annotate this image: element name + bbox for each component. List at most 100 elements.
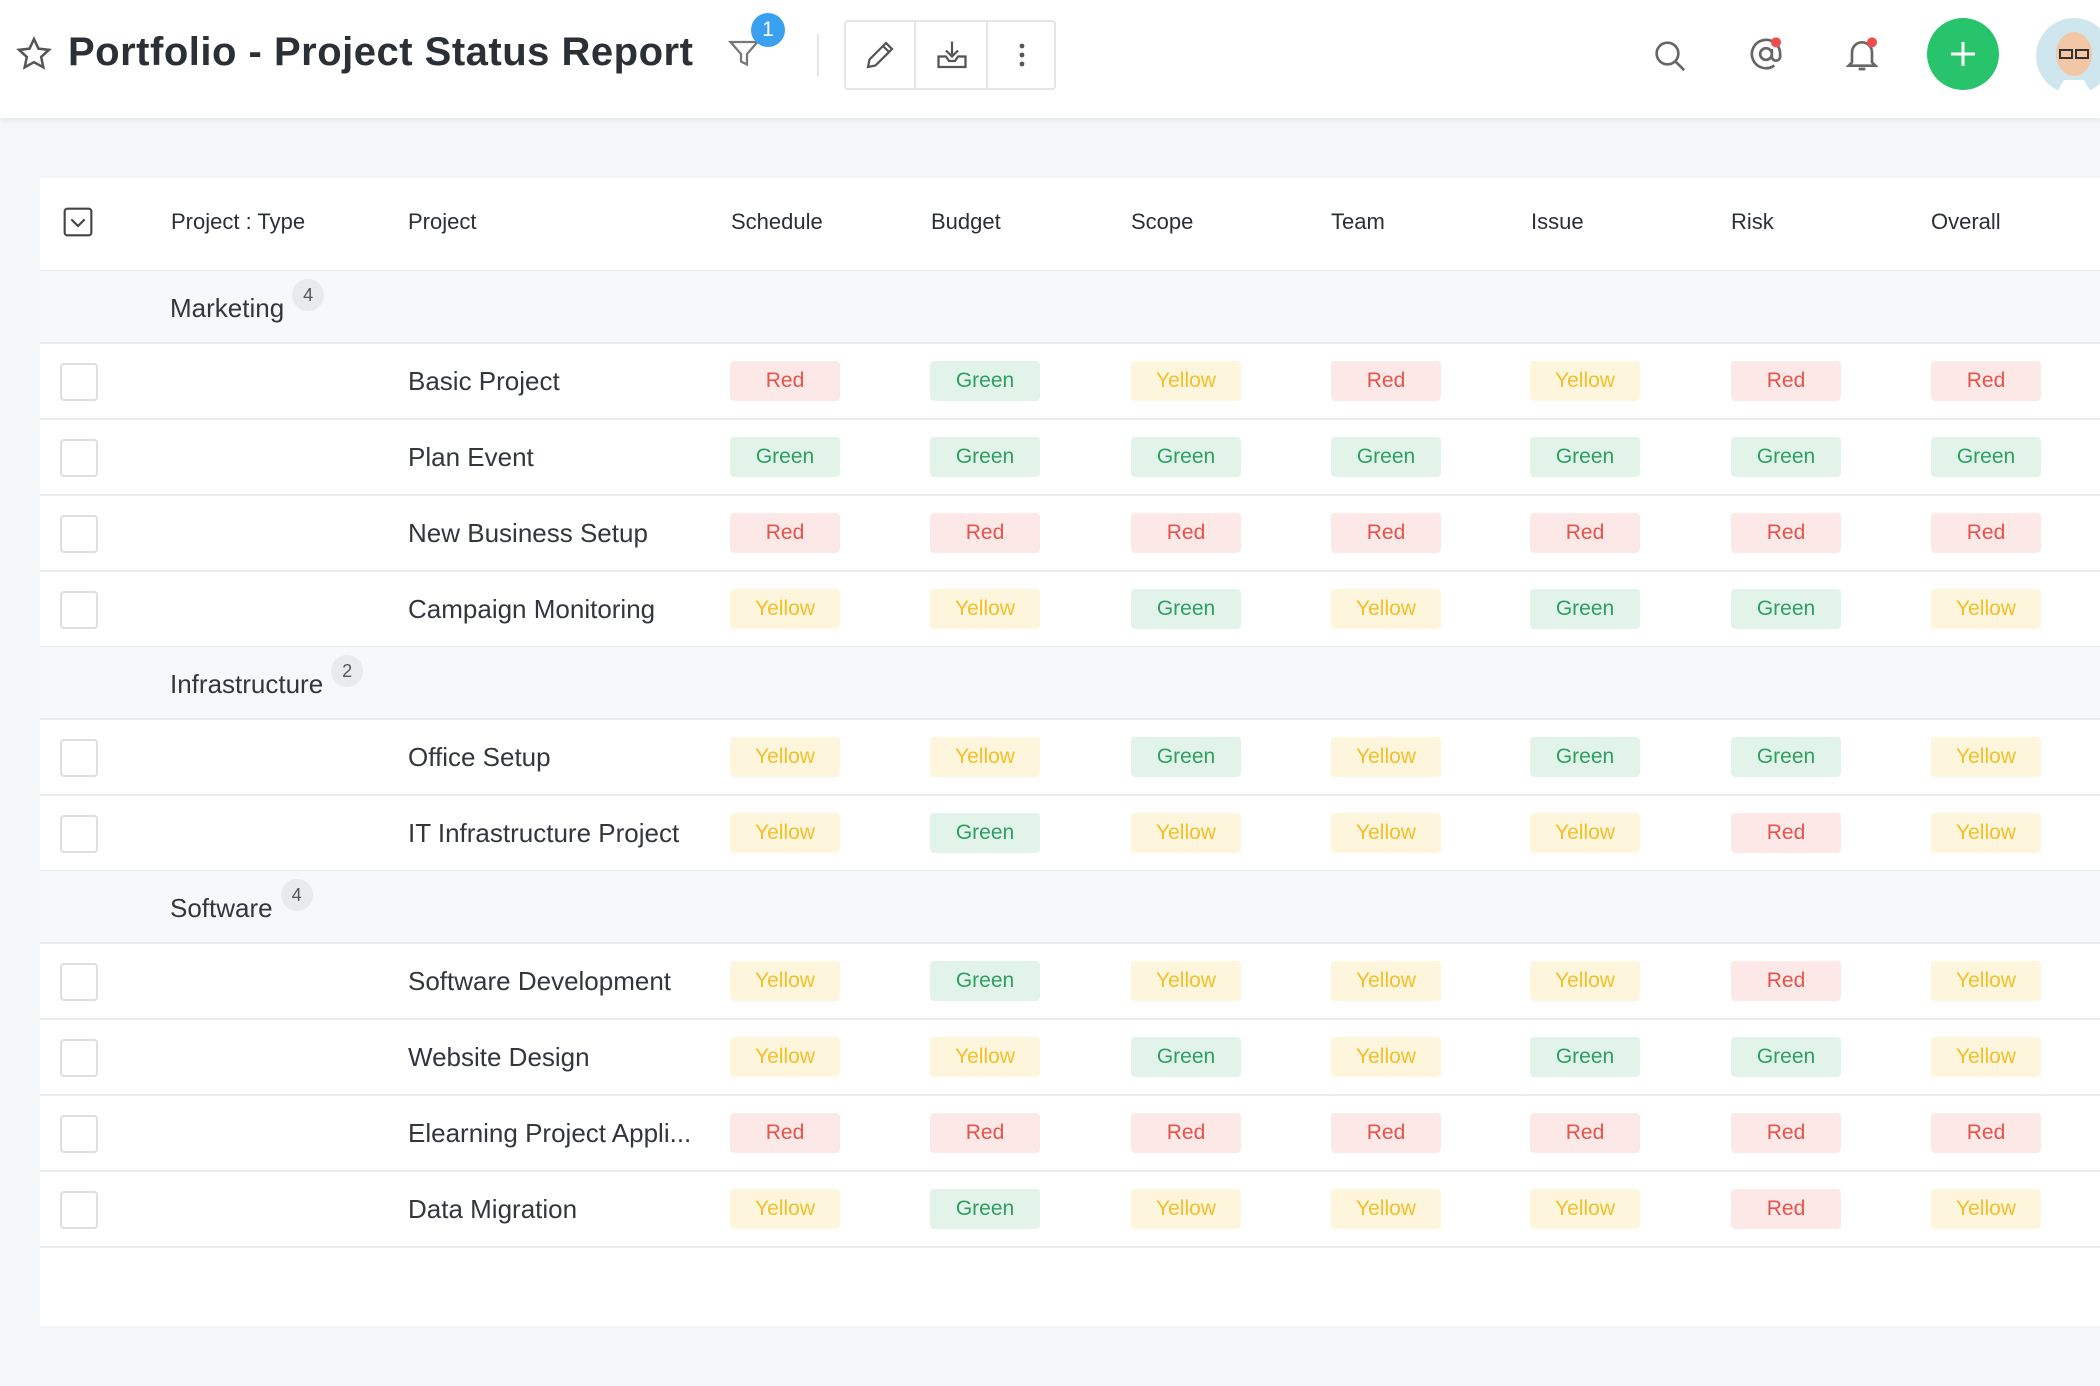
column-header[interactable]: Project (408, 209, 477, 234)
row-divider (40, 342, 2100, 344)
project-name[interactable]: New Business Setup (408, 518, 648, 548)
status-badge: Green (1731, 737, 1841, 777)
favorite-star[interactable] (14, 34, 54, 74)
status-badge: Yellow (1931, 1189, 2041, 1229)
export-button[interactable] (934, 37, 970, 73)
status-badge: Green (1530, 737, 1640, 777)
status-badge: Yellow (1530, 813, 1640, 853)
project-name[interactable]: Software Development (408, 966, 672, 996)
column-header[interactable]: Team (1331, 209, 1385, 234)
status-badge: Green (730, 437, 840, 477)
status-badge: Yellow (730, 1037, 840, 1077)
row-divider (40, 1094, 2100, 1096)
status-badge: Red (1931, 361, 2041, 401)
status-badge: Red (930, 513, 1040, 553)
divider (817, 34, 819, 76)
select-all-toggle[interactable] (62, 206, 94, 238)
status-badge: Yellow (1331, 961, 1441, 1001)
mentions-button[interactable] (1746, 34, 1786, 74)
project-name[interactable]: Data Migration (408, 1194, 578, 1224)
user-avatar[interactable] (2036, 18, 2100, 94)
divider (986, 22, 988, 88)
action-group (844, 20, 1056, 90)
status-badge: Green (930, 961, 1040, 1001)
row-checkbox[interactable] (60, 363, 98, 401)
column-header[interactable]: Budget (931, 209, 1001, 234)
status-badge: Red (1331, 1113, 1441, 1153)
page-title: Portfolio - Project Status Report (68, 30, 694, 74)
row-checkbox[interactable] (60, 963, 98, 1001)
status-badge: Green (1931, 437, 2041, 477)
status-badge: Yellow (930, 737, 1040, 777)
status-badge: Red (730, 513, 840, 553)
column-header[interactable]: Issue (1531, 209, 1584, 234)
group-label[interactable]: Infrastructure 2 (170, 655, 364, 700)
edit-button[interactable] (862, 37, 898, 73)
status-badge: Red (1731, 961, 1841, 1001)
row-divider (40, 418, 2100, 420)
column-header[interactable]: Schedule (731, 209, 823, 234)
status-badge: Yellow (1530, 361, 1640, 401)
status-badge: Yellow (1331, 1189, 1441, 1229)
status-badge: Red (1931, 513, 2041, 553)
row-divider (40, 942, 2100, 944)
notifications-button[interactable] (1842, 34, 1882, 74)
status-badge: Yellow (1931, 1037, 2041, 1077)
status-badge: Yellow (730, 1189, 840, 1229)
row-divider (40, 1246, 2100, 1248)
project-name[interactable]: Website Design (408, 1042, 590, 1072)
column-header[interactable]: Risk (1731, 209, 1774, 234)
group-label[interactable]: Marketing 4 (170, 279, 325, 324)
project-name[interactable]: Campaign Monitoring (408, 594, 656, 624)
add-button[interactable] (1927, 18, 1999, 90)
status-badge: Yellow (1131, 1189, 1241, 1229)
filter-count: 1 (751, 13, 785, 47)
project-name[interactable]: Office Setup (408, 742, 551, 772)
row-checkbox[interactable] (60, 439, 98, 477)
status-badge: Green (1731, 437, 1841, 477)
row-divider (40, 494, 2100, 496)
row-checkbox[interactable] (60, 815, 98, 853)
more-button[interactable] (1004, 37, 1040, 73)
status-badge: Yellow (1931, 961, 2041, 1001)
status-badge: Green (1131, 737, 1241, 777)
status-badge: Yellow (1931, 737, 2041, 777)
search-button[interactable] (1650, 36, 1690, 76)
project-name[interactable]: Plan Event (408, 442, 534, 472)
status-badge: Yellow (930, 589, 1040, 629)
row-checkbox[interactable] (60, 591, 98, 629)
group-label[interactable]: Software 4 (170, 879, 313, 924)
status-badge: Yellow (730, 961, 840, 1001)
status-badge: Red (1131, 513, 1241, 553)
group-count: 4 (292, 279, 325, 311)
status-badge: Red (730, 1113, 840, 1153)
status-badge: Yellow (1331, 1037, 1441, 1077)
column-header[interactable]: Project : Type (171, 209, 306, 234)
status-badge: Green (1131, 1037, 1241, 1077)
project-name[interactable]: Elearning Project Appli... (408, 1118, 692, 1148)
project-name[interactable]: IT Infrastructure Project (408, 818, 680, 848)
status-badge: Yellow (730, 737, 840, 777)
row-checkbox[interactable] (60, 1191, 98, 1229)
status-badge: Green (930, 361, 1040, 401)
row-checkbox[interactable] (60, 739, 98, 777)
project-name[interactable]: Basic Project (408, 366, 560, 396)
status-badge: Yellow (1131, 361, 1241, 401)
row-checkbox[interactable] (60, 515, 98, 553)
group-count: 4 (280, 879, 313, 911)
status-badge: Red (1731, 361, 1841, 401)
status-badge: Green (1731, 1037, 1841, 1077)
row-checkbox[interactable] (60, 1039, 98, 1077)
row-divider (40, 794, 2100, 796)
row-divider (40, 1018, 2100, 1020)
column-header[interactable]: Scope (1131, 209, 1194, 234)
column-header[interactable]: Overall (1931, 209, 2001, 234)
group-name: Software (170, 893, 273, 923)
status-badge: Yellow (1131, 961, 1241, 1001)
group-count: 2 (331, 655, 364, 687)
status-badge: Yellow (1931, 589, 2041, 629)
status-badge: Green (930, 437, 1040, 477)
row-checkbox[interactable] (60, 1115, 98, 1153)
group-row (40, 647, 2100, 719)
